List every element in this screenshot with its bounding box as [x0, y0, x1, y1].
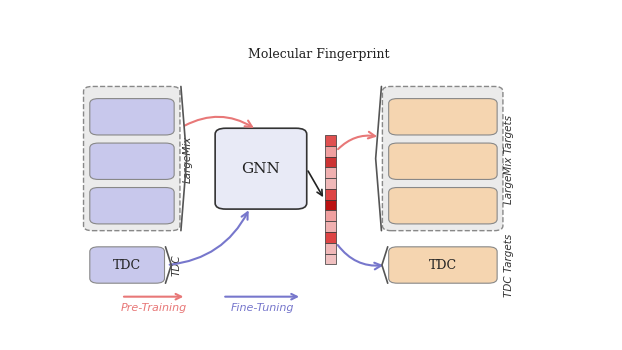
Bar [325, 135, 336, 146]
Bar [325, 221, 336, 232]
Text: Molecular Fingerprint: Molecular Fingerprint [248, 48, 389, 61]
Bar [325, 189, 336, 199]
Bar [325, 156, 336, 167]
FancyBboxPatch shape [389, 99, 497, 135]
Text: LargeMix Targets: LargeMix Targets [504, 115, 514, 204]
Bar [325, 178, 336, 189]
Bar [325, 146, 336, 156]
Text: TDC: TDC [172, 254, 182, 276]
Text: GNN: GNN [241, 162, 281, 176]
Text: TDC: TDC [429, 259, 457, 272]
Text: LargeMix: LargeMix [183, 135, 193, 183]
FancyBboxPatch shape [90, 99, 174, 135]
Bar [325, 253, 336, 264]
FancyBboxPatch shape [389, 143, 497, 180]
Text: Pre-Training: Pre-Training [121, 303, 187, 313]
FancyBboxPatch shape [215, 128, 307, 209]
Bar [325, 232, 336, 243]
Bar [325, 167, 336, 178]
FancyBboxPatch shape [90, 143, 174, 180]
FancyBboxPatch shape [90, 188, 174, 224]
FancyBboxPatch shape [83, 86, 180, 231]
FancyBboxPatch shape [389, 188, 497, 224]
Bar [325, 243, 336, 253]
Text: TDC: TDC [113, 259, 141, 272]
FancyBboxPatch shape [389, 247, 497, 283]
Text: Fine-Tuning: Fine-Tuning [230, 303, 294, 313]
FancyBboxPatch shape [90, 247, 164, 283]
FancyBboxPatch shape [383, 86, 503, 231]
Bar [325, 199, 336, 210]
Text: TDC Targets: TDC Targets [504, 233, 514, 297]
Bar [325, 210, 336, 221]
